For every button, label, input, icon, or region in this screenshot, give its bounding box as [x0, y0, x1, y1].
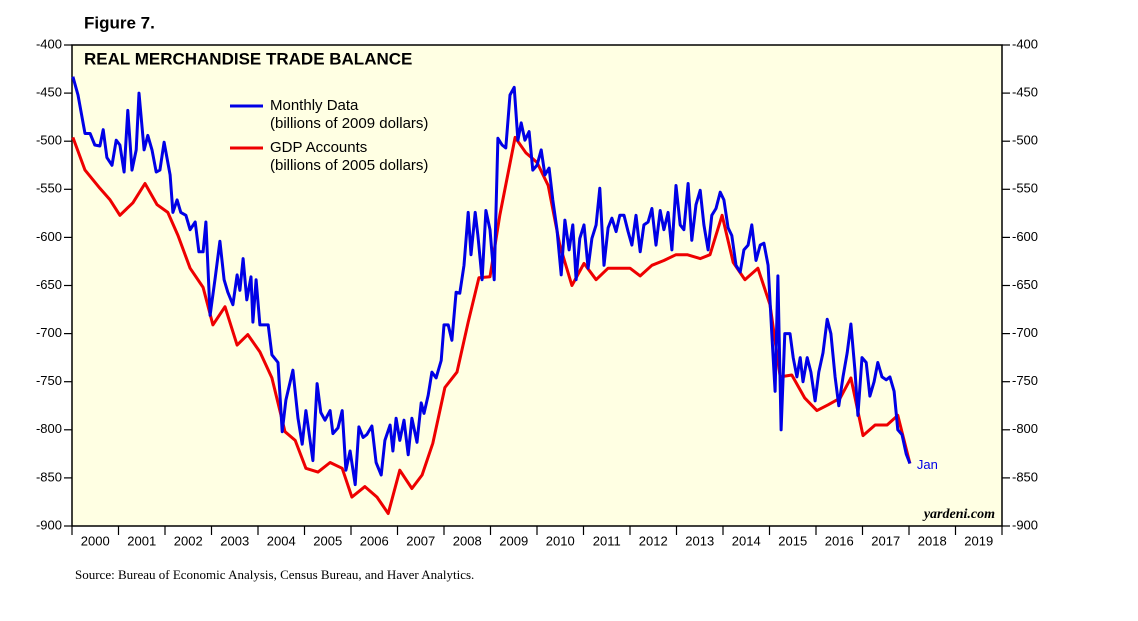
legend-label: Monthly Data	[270, 97, 359, 114]
chart-title: REAL MERCHANDISE TRADE BALANCE	[84, 49, 412, 68]
x-tick-label: 2001	[127, 533, 156, 548]
x-tick-label: 2008	[453, 533, 482, 548]
y2-tick-label: -700	[1012, 325, 1038, 340]
series-line	[71, 76, 912, 487]
y2-tick-label: -750	[1012, 373, 1038, 388]
x-tick-label: 2006	[360, 533, 389, 548]
y-tick-label: -700	[36, 325, 62, 340]
x-tick-label: 2014	[732, 533, 761, 548]
x-tick-label: 2009	[499, 533, 528, 548]
y-tick-label: -650	[36, 277, 62, 292]
x-tick-label: 2019	[964, 533, 993, 548]
x-tick-label: 2017	[871, 533, 900, 548]
x-tick-label: 2004	[267, 533, 296, 548]
x-tick-label: 2013	[685, 533, 714, 548]
y-tick-label: -850	[36, 469, 62, 484]
x-tick-label: 2016	[825, 533, 854, 548]
x-tick-label: 2000	[81, 533, 110, 548]
y-tick-label: -400	[36, 36, 62, 51]
watermark: yardeni.com	[922, 507, 995, 522]
x-tick-label: 2002	[174, 533, 203, 548]
y-tick-label: -550	[36, 181, 62, 196]
x-tick-label: 2005	[313, 533, 342, 548]
x-tick-label: 2010	[546, 533, 575, 548]
x-tick-label: 2003	[220, 533, 249, 548]
figure-label: Figure 7.	[84, 13, 155, 32]
source: Source: Bureau of Economic Analysis, Cen…	[75, 567, 474, 582]
x-tick-label: 2007	[406, 533, 435, 548]
x-tick-label: 2011	[593, 533, 621, 548]
y-tick-label: -800	[36, 421, 62, 436]
y-tick-label: -900	[36, 517, 62, 532]
plot-area	[71, 44, 1003, 527]
legend-unit: (billions of 2005 dollars)	[270, 157, 428, 174]
y2-tick-label: -650	[1012, 277, 1038, 292]
legend-label: GDP Accounts	[270, 139, 367, 156]
y2-tick-label: -900	[1012, 517, 1038, 532]
annotation: Jan	[917, 457, 938, 472]
y-tick-label: -750	[36, 373, 62, 388]
y2-tick-label: -550	[1012, 181, 1038, 196]
y2-tick-label: -600	[1012, 229, 1038, 244]
y-tick-label: -450	[36, 85, 62, 100]
y2-tick-label: -850	[1012, 469, 1038, 484]
y2-tick-label: -800	[1012, 421, 1038, 436]
x-tick-label: 2018	[918, 533, 947, 548]
legend-unit: (billions of 2009 dollars)	[270, 115, 428, 132]
y-tick-label: -500	[36, 133, 62, 148]
x-tick-label: 2015	[778, 533, 807, 548]
y2-tick-label: -500	[1012, 133, 1038, 148]
y2-tick-label: -400	[1012, 36, 1038, 51]
y-tick-label: -600	[36, 229, 62, 244]
x-tick-label: 2012	[639, 533, 668, 548]
y2-tick-label: -450	[1012, 85, 1038, 100]
